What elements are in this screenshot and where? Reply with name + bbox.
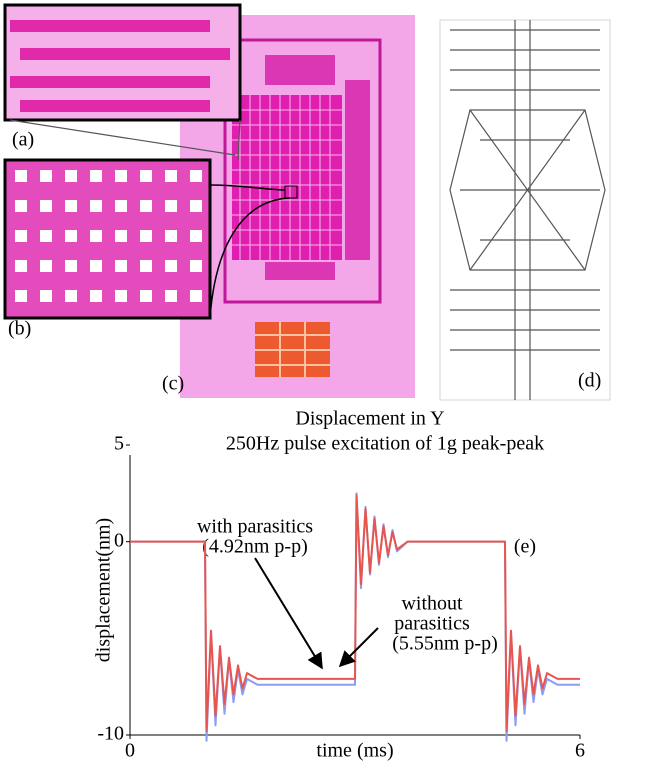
x-tick-label: 0: [125, 740, 135, 762]
y-tick-label: 5: [114, 433, 124, 455]
y-tick-label: -10: [97, 723, 124, 745]
panel-label: (d): [578, 370, 601, 392]
arrow: [340, 628, 378, 666]
y-tick-label: 0: [114, 529, 124, 551]
panel-label: (b): [8, 318, 31, 340]
annotation: (e): [514, 536, 536, 558]
chart-subtitle: 250Hz pulse excitation of 1g peak-peak: [226, 433, 544, 455]
panel-label: (c): [162, 373, 184, 395]
annotation: without: [401, 593, 463, 615]
annotation: (5.55nm p-p): [392, 633, 498, 655]
figure: (a) (b) (c) (d) Displacement in Y 250Hz …: [0, 0, 652, 766]
mechanical-drawing: [440, 20, 610, 400]
x-axis-label: time (ms): [316, 740, 393, 762]
panel-label: (a): [12, 129, 34, 151]
page: {"panels": ["(a)", "(b)", "(c)", "(d)"],…: [0, 0, 652, 766]
arrow: [255, 558, 322, 668]
annotation: with parasitics: [197, 516, 313, 538]
annotation: parasitics: [394, 613, 470, 635]
y-axis-label: displacement(nm): [93, 518, 115, 662]
chart-title: Displacement in Y: [295, 408, 444, 430]
x-tick-label: 6: [575, 740, 585, 762]
annotation: (4.92nm p-p): [202, 536, 308, 558]
